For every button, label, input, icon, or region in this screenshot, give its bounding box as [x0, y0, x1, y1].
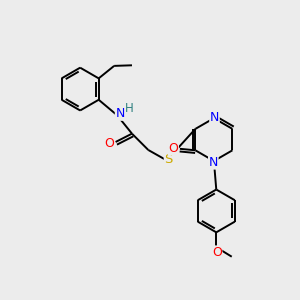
Text: S: S: [164, 153, 173, 166]
Text: O: O: [168, 142, 178, 155]
Text: N: N: [208, 156, 218, 169]
Text: N: N: [116, 107, 125, 120]
Text: O: O: [212, 246, 222, 259]
Text: H: H: [125, 102, 134, 115]
Text: N: N: [210, 111, 219, 124]
Text: O: O: [104, 137, 114, 150]
